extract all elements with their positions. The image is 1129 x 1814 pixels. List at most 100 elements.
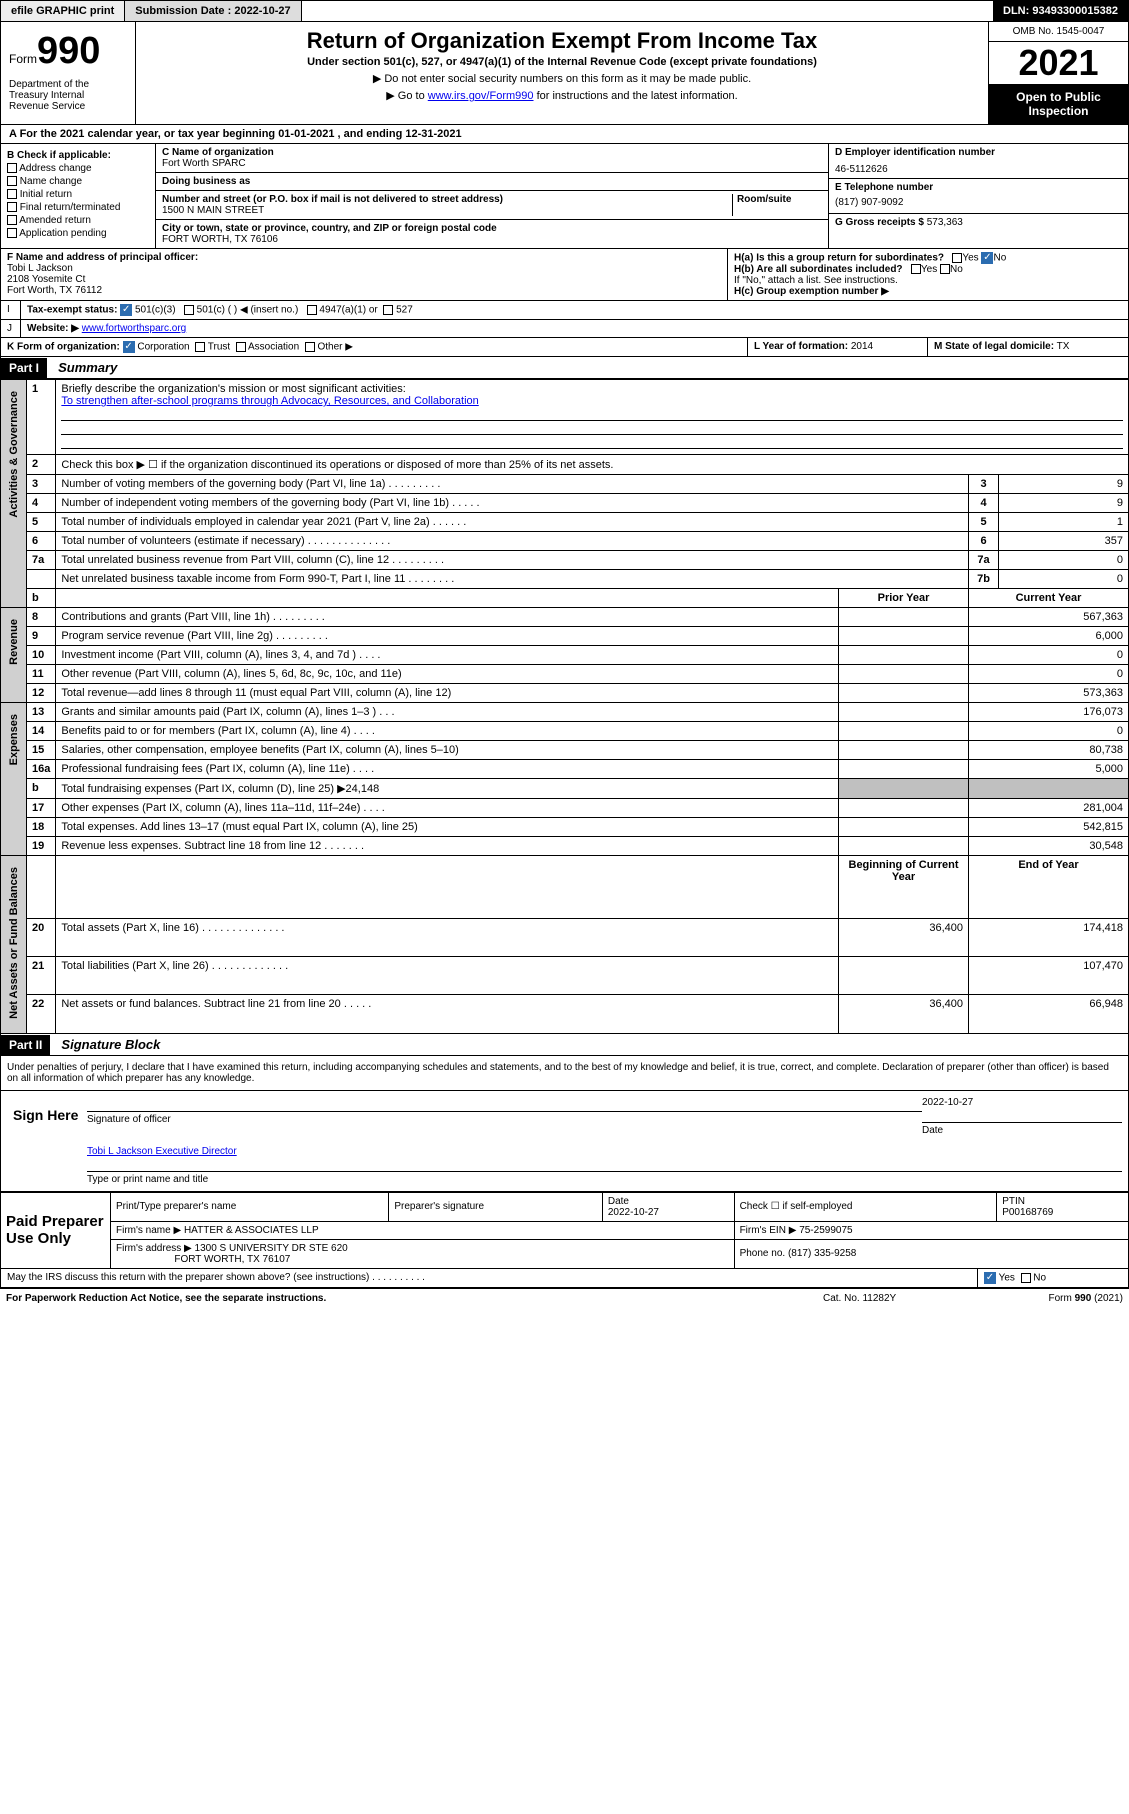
footer: For Paperwork Reduction Act Notice, see … <box>0 1288 1129 1308</box>
sign-here-block: Sign Here Signature of officer 2022-10-2… <box>0 1091 1129 1192</box>
firm-addr-label: Firm's address ▶ <box>116 1243 192 1254</box>
ein-label: D Employer identification number <box>835 147 1122 158</box>
officer-city: Fort Worth, TX 76112 <box>7 285 721 296</box>
firm-name: HATTER & ASSOCIATES LLP <box>184 1225 319 1236</box>
goto-pre: ▶ Go to <box>386 90 427 102</box>
street-address: 1500 N MAIN STREET <box>162 205 732 216</box>
l-label: L Year of formation: <box>754 341 848 352</box>
chk-501c3[interactable]: ✓ <box>120 304 132 316</box>
prep-date-value: 2022-10-27 <box>608 1207 659 1218</box>
begin-year-hdr: Beginning of Current Year <box>839 856 969 919</box>
ein-value: 46-5112626 <box>835 164 1122 175</box>
part2-title: Signature Block <box>53 1034 168 1055</box>
chk-corporation[interactable]: ✓ <box>123 341 135 353</box>
year-formation: 2014 <box>851 341 873 352</box>
exp-row-14: 14Benefits paid to or for members (Part … <box>1 722 1129 741</box>
row-i: I Tax-exempt status: ✓ 501(c)(3) 501(c) … <box>0 301 1129 320</box>
preparer-sig-label: Preparer's signature <box>389 1192 603 1221</box>
type-name-label: Type or print name and title <box>87 1174 208 1185</box>
discuss-text: May the IRS discuss this return with the… <box>1 1269 978 1287</box>
gov-row-5: 5Total number of individuals employed in… <box>1 513 1129 532</box>
mission-label: Briefly describe the organization's miss… <box>61 383 405 395</box>
k-label: K Form of organization: <box>7 342 120 353</box>
submission-date: Submission Date : 2022-10-27 <box>125 1 301 21</box>
sig-date-value: 2022-10-27 <box>922 1097 1122 1108</box>
vtab-expenses: Expenses <box>1 703 27 856</box>
rev-row-9: 9Program service revenue (Part VIII, lin… <box>1 627 1129 646</box>
year-headers: bPrior YearCurrent Year <box>1 589 1129 608</box>
ptin-value: P00168769 <box>1002 1207 1053 1218</box>
firm-name-label: Firm's name ▶ <box>116 1225 181 1236</box>
firm-city: FORT WORTH, TX 76107 <box>174 1254 290 1265</box>
rev-row-11: 11Other revenue (Part VIII, column (A), … <box>1 665 1129 684</box>
title-right: OMB No. 1545-0047 2021 Open to Public In… <box>988 22 1128 124</box>
col-c: C Name of organization Fort Worth SPARC … <box>156 144 828 248</box>
addr-label: Number and street (or P.O. box if mail i… <box>162 194 732 205</box>
chk-application-pending[interactable]: Application pending <box>7 228 149 239</box>
org-name: Fort Worth SPARC <box>162 158 822 169</box>
part1-header: Part I Summary <box>0 357 1129 379</box>
dba-label: Doing business as <box>162 176 822 187</box>
ptin-label: PTIN <box>1002 1196 1025 1207</box>
firm-phone-label: Phone no. <box>740 1248 786 1259</box>
m-label: M State of legal domicile: <box>934 341 1054 352</box>
title-center: Return of Organization Exempt From Incom… <box>136 22 988 124</box>
col-defg: D Employer identification number 46-5112… <box>828 144 1128 248</box>
gov-row-7b: Net unrelated business taxable income fr… <box>1 570 1129 589</box>
chk-address-change[interactable]: Address change <box>7 163 149 174</box>
col-b-header: B Check if applicable: <box>7 150 149 161</box>
officer-name-title[interactable]: Tobi L Jackson Executive Director <box>87 1146 1122 1157</box>
officer-name: Tobi L Jackson <box>7 263 721 274</box>
city-state-zip: FORT WORTH, TX 76106 <box>162 234 822 245</box>
chk-final-return[interactable]: Final return/terminated <box>7 202 149 213</box>
dln: DLN: 93493300015382 <box>993 1 1128 21</box>
gov-row-6: 6Total number of volunteers (estimate if… <box>1 532 1129 551</box>
submission-date-value: 2022-10-27 <box>234 5 290 17</box>
part1-label: Part I <box>1 358 47 378</box>
phone-value: (817) 907-9092 <box>835 197 1122 208</box>
chk-amended[interactable]: Amended return <box>7 215 149 226</box>
tax-exempt-label: Tax-exempt status: <box>27 305 117 316</box>
discuss-yes-check[interactable]: ✓ <box>984 1272 996 1284</box>
form-990-label: Form990 Department of the Treasury Inter… <box>1 22 136 124</box>
gov-row-4: 4Number of independent voting members of… <box>1 494 1129 513</box>
phone-label: E Telephone number <box>835 182 1122 193</box>
mission-text[interactable]: To strengthen after-school programs thro… <box>61 395 478 407</box>
form-title: Return of Organization Exempt From Incom… <box>146 28 978 54</box>
info-grid: B Check if applicable: Address change Na… <box>0 144 1129 249</box>
line-2: Check this box ▶ ☐ if the organization d… <box>56 455 1129 475</box>
end-year-hdr: End of Year <box>969 856 1129 919</box>
pra-notice: For Paperwork Reduction Act Notice, see … <box>6 1293 823 1304</box>
row-fh: F Name and address of principal officer:… <box>0 249 1129 301</box>
goto-post: for instructions and the latest informat… <box>534 90 738 102</box>
firm-ein: 75-2599075 <box>799 1225 852 1236</box>
website-label: Website: ▶ <box>27 323 79 334</box>
discuss-row: May the IRS discuss this return with the… <box>0 1269 1129 1288</box>
row-klm: K Form of organization: ✓ Corporation Tr… <box>0 338 1129 357</box>
city-label: City or town, state or province, country… <box>162 223 822 234</box>
h-b-note: If "No," attach a list. See instructions… <box>734 275 1122 286</box>
firm-ein-label: Firm's EIN ▶ <box>740 1225 797 1236</box>
header-bar: efile GRAPHIC print Submission Date : 20… <box>0 0 1129 22</box>
efile-print-button[interactable]: efile GRAPHIC print <box>1 1 125 21</box>
self-employed-check[interactable]: Check ☐ if self-employed <box>734 1192 997 1221</box>
net-row-20: 20Total assets (Part X, line 16) . . . .… <box>1 918 1129 956</box>
perjury-text: Under penalties of perjury, I declare th… <box>0 1056 1129 1091</box>
chk-initial-return[interactable]: Initial return <box>7 189 149 200</box>
irs-link[interactable]: www.irs.gov/Form990 <box>428 90 534 102</box>
sig-officer-label: Signature of officer <box>87 1114 171 1125</box>
exp-row-19: 19Revenue less expenses. Subtract line 1… <box>1 837 1129 856</box>
state-domicile: TX <box>1057 341 1070 352</box>
part1-title: Summary <box>50 357 125 378</box>
sig-date-label: Date <box>922 1125 943 1136</box>
summary-table: Activities & Governance 1 Briefly descri… <box>0 379 1129 1034</box>
gov-row-3: 3Number of voting members of the governi… <box>1 475 1129 494</box>
chk-name-change[interactable]: Name change <box>7 176 149 187</box>
vtab-revenue: Revenue <box>1 608 27 703</box>
part2-header: Part II Signature Block <box>0 1034 1129 1056</box>
org-name-label: C Name of organization <box>162 147 822 158</box>
tax-year: 2021 <box>989 42 1128 84</box>
net-row-21: 21Total liabilities (Part X, line 26) . … <box>1 957 1129 995</box>
website-link[interactable]: www.fortworthsparc.org <box>82 323 186 334</box>
vtab-net-assets: Net Assets or Fund Balances <box>1 856 27 1034</box>
